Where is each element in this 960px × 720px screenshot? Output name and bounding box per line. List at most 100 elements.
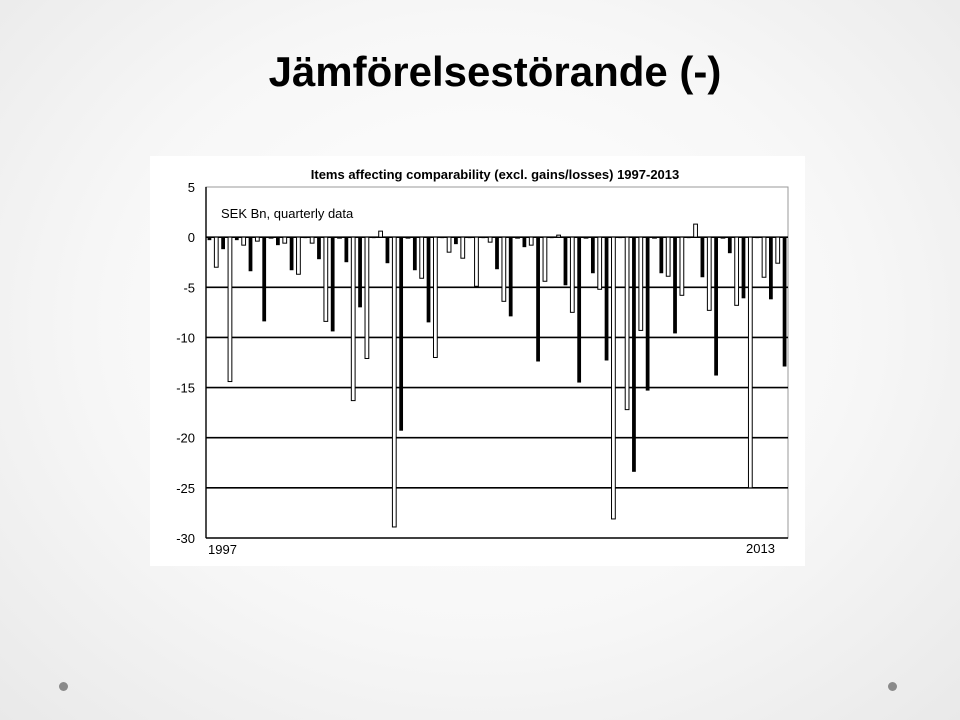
bar xyxy=(495,237,499,270)
gridlines xyxy=(205,186,789,539)
bar xyxy=(618,237,623,239)
bar xyxy=(446,236,452,253)
bar xyxy=(604,237,609,361)
bar xyxy=(454,237,458,245)
unit-annotation: SEK Bn, quarterly data xyxy=(221,206,354,221)
bar xyxy=(645,237,650,391)
bar xyxy=(296,236,301,275)
y-tick-label: 0 xyxy=(188,230,195,245)
bar xyxy=(227,236,233,383)
bar xyxy=(412,237,417,271)
bar xyxy=(254,236,260,242)
bar xyxy=(440,237,445,239)
bar xyxy=(556,234,562,238)
bar xyxy=(419,236,425,279)
y-tick-label: 5 xyxy=(188,180,195,195)
bar xyxy=(467,237,472,239)
bar xyxy=(391,236,397,528)
axes: 5 0 -5 -10 -15 -20 -25 -30 xyxy=(176,180,207,546)
slide-title: Jämförelsestörande (-) xyxy=(268,48,722,95)
bar xyxy=(700,237,705,278)
bar xyxy=(460,236,466,259)
bar xyxy=(632,237,636,472)
chart-title: Items affecting comparability (excl. gai… xyxy=(311,167,680,182)
bar xyxy=(652,236,657,239)
bar xyxy=(727,237,732,254)
bar xyxy=(769,237,773,300)
next-slide-dot[interactable] xyxy=(888,682,897,691)
bar xyxy=(378,230,383,238)
bar xyxy=(323,236,329,322)
bar xyxy=(590,237,595,274)
bar xyxy=(714,237,718,376)
bar xyxy=(350,236,356,402)
y-tick-label: -15 xyxy=(176,381,195,396)
bar xyxy=(659,237,664,274)
bar xyxy=(330,237,335,332)
bar xyxy=(528,236,534,246)
bar xyxy=(693,223,698,238)
bar xyxy=(262,237,267,322)
bar xyxy=(673,237,677,334)
bar xyxy=(747,236,753,489)
bar xyxy=(515,236,520,239)
bar xyxy=(234,237,239,241)
x-start-label: 1997 xyxy=(208,542,237,557)
bar xyxy=(542,236,548,282)
bar xyxy=(597,236,603,290)
bar xyxy=(501,236,507,302)
bar-chart: 5 0 -5 -10 -15 -20 -25 -30 Items affecting comp… xyxy=(176,167,789,557)
bar xyxy=(207,237,212,241)
bar xyxy=(536,237,540,362)
bar xyxy=(522,237,527,248)
bar xyxy=(638,236,644,331)
bar xyxy=(248,237,253,272)
bar xyxy=(569,236,575,313)
bar xyxy=(563,237,568,286)
bar xyxy=(549,237,554,239)
bar xyxy=(337,236,342,239)
bar xyxy=(371,237,376,239)
bar xyxy=(289,237,294,271)
bar xyxy=(481,237,486,239)
bar xyxy=(317,237,321,260)
bar xyxy=(706,236,712,311)
bar xyxy=(611,236,616,520)
bar xyxy=(624,236,630,411)
bar xyxy=(577,237,582,383)
bar xyxy=(358,237,362,308)
bar xyxy=(741,237,746,299)
y-tick-label: -5 xyxy=(183,280,195,295)
bar xyxy=(309,236,315,244)
y-tick-label: -25 xyxy=(176,481,195,496)
bar xyxy=(344,237,349,263)
bar xyxy=(385,237,390,264)
x-end-label: 2013 xyxy=(746,541,775,556)
prev-slide-dot[interactable] xyxy=(59,682,68,691)
bar xyxy=(268,236,274,239)
bar xyxy=(665,236,671,277)
bar xyxy=(734,236,740,306)
bar xyxy=(405,236,411,239)
y-tick-label: -30 xyxy=(176,531,195,546)
bar xyxy=(282,236,288,244)
bar xyxy=(487,236,493,243)
bar xyxy=(426,237,431,323)
bar xyxy=(364,236,370,359)
bar xyxy=(583,236,589,239)
chart-panel: 5 0 -5 -10 -15 -20 -25 -30 Items affecting comp… xyxy=(150,156,805,566)
bar xyxy=(276,237,280,246)
bar xyxy=(213,236,219,268)
bar xyxy=(755,237,760,239)
bar xyxy=(474,236,479,287)
bar xyxy=(508,237,513,317)
bars xyxy=(207,223,787,528)
bar xyxy=(432,236,438,358)
bar xyxy=(399,237,404,431)
bar xyxy=(775,236,781,264)
bar xyxy=(761,236,767,278)
bar xyxy=(221,237,225,250)
bar xyxy=(679,236,685,296)
y-tick-label: -10 xyxy=(176,330,195,345)
bar xyxy=(686,237,691,239)
